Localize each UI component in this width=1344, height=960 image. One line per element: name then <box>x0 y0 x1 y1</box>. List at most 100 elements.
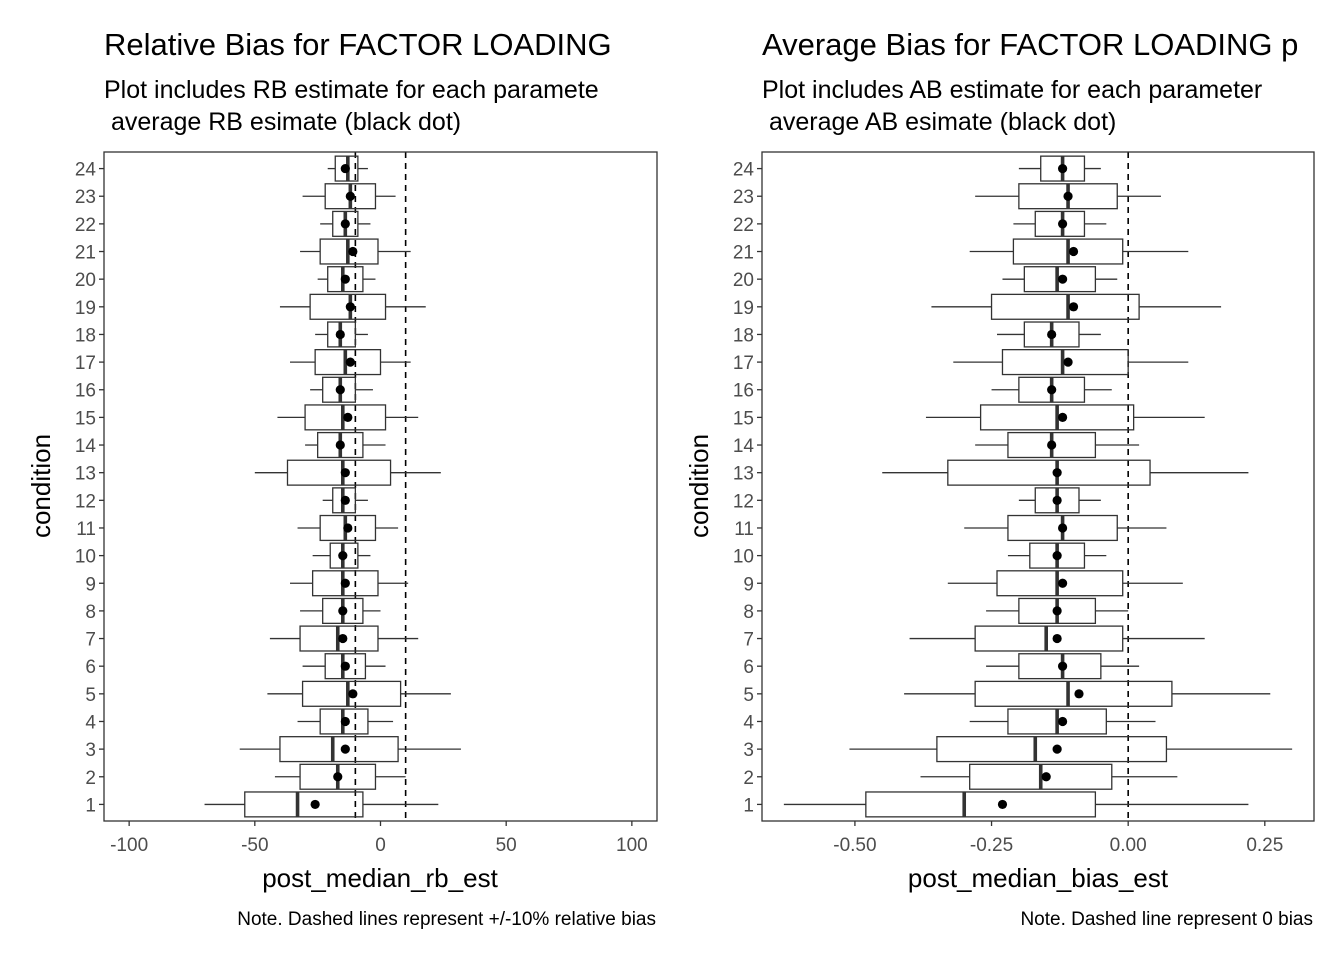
x-tick-label: -0.25 <box>970 835 1013 856</box>
y-axis-label: condition <box>26 434 56 538</box>
y-tick-label: 14 <box>75 436 97 457</box>
boxplot-condition-16 <box>991 376 1112 403</box>
mean-dot <box>340 716 350 727</box>
y-tick-label: 21 <box>75 243 96 264</box>
boxplot-condition-10 <box>1007 542 1107 569</box>
mean-dot <box>345 302 355 312</box>
boxplot-condition-13 <box>254 459 441 486</box>
box <box>865 791 1097 818</box>
box <box>974 625 1124 652</box>
boxplot-condition-9 <box>290 570 409 597</box>
mean-dot <box>340 468 350 478</box>
panel-relative-bias: Relative Bias for FACTOR LOADING Plot in… <box>26 27 658 930</box>
boxplot-condition-2 <box>920 763 1178 790</box>
box <box>1034 210 1086 237</box>
mean-dot <box>343 523 353 533</box>
mean-dot <box>1057 412 1068 422</box>
y-tick-label: 24 <box>75 160 97 181</box>
box <box>324 653 367 680</box>
y-tick-label: 3 <box>85 740 96 761</box>
box <box>990 293 1140 320</box>
y-tick-label: 8 <box>85 602 96 623</box>
y-tick-label: 20 <box>75 270 96 291</box>
y-tick-label: 20 <box>733 270 754 291</box>
mean-dot <box>340 274 350 284</box>
mean-dot <box>1052 606 1062 616</box>
mean-dot <box>1063 357 1073 367</box>
y-tick-label: 13 <box>733 464 754 485</box>
mean-dot <box>1068 246 1079 257</box>
boxplot-condition-19 <box>931 293 1222 320</box>
mean-dot <box>340 495 350 505</box>
y-tick-label: 9 <box>85 574 96 595</box>
boxplot-condition-5 <box>267 680 451 707</box>
y-tick-label: 12 <box>75 491 96 512</box>
mean-dot <box>1068 302 1079 312</box>
mean-dot <box>340 661 350 671</box>
boxplot-condition-6 <box>302 653 386 680</box>
y-tick-label: 1 <box>85 795 96 816</box>
box <box>1023 266 1097 293</box>
y-tick-label: 19 <box>75 298 96 319</box>
mean-dot <box>348 689 358 699</box>
x-tick-label: 0 <box>375 835 386 856</box>
y-tick-label: 16 <box>75 381 96 402</box>
box <box>279 736 399 763</box>
y-tick-label: 2 <box>85 768 96 789</box>
chart-subtitle-line-1: Plot includes AB estimate for each param… <box>762 76 1262 104</box>
boxplot-condition-5 <box>904 680 1271 707</box>
y-tick-label: 4 <box>85 712 96 733</box>
y-tick-label: 22 <box>733 215 754 236</box>
box <box>974 680 1173 707</box>
boxplot-condition-3 <box>239 736 461 763</box>
y-tick-label: 22 <box>75 215 96 236</box>
box <box>996 570 1124 597</box>
mean-dot <box>340 744 350 754</box>
boxplot-condition-6 <box>986 653 1140 680</box>
mean-dot <box>997 799 1008 810</box>
mean-dot <box>340 219 350 229</box>
boxplot-condition-10 <box>312 542 371 569</box>
mean-dot <box>1052 744 1062 754</box>
y-tick-label: 10 <box>75 547 96 568</box>
box <box>304 404 387 431</box>
boxplot-condition-24 <box>327 155 368 182</box>
y-tick-label: 12 <box>733 491 754 512</box>
mean-dot <box>1074 689 1084 699</box>
y-tick-label: 19 <box>733 298 754 319</box>
mean-dot <box>338 633 348 644</box>
y-tick-label: 18 <box>733 325 754 346</box>
boxplot-condition-9 <box>947 570 1183 597</box>
box <box>286 459 392 486</box>
box <box>244 791 364 818</box>
boxplot-condition-14 <box>975 431 1140 459</box>
mean-dot <box>1052 468 1062 478</box>
boxplot-condition-16 <box>310 376 373 403</box>
y-tick-label: 10 <box>733 547 754 568</box>
y-tick-label: 18 <box>75 325 96 346</box>
mean-dot <box>1057 578 1068 588</box>
boxplot-condition-8 <box>986 597 1129 624</box>
boxplot-condition-2 <box>274 763 406 790</box>
x-axis-label: post_median_bias_est <box>908 863 1169 893</box>
x-tick-label: -100 <box>110 835 148 856</box>
plot-frame <box>761 151 1315 822</box>
boxplot-condition-20 <box>1002 266 1118 293</box>
y-tick-label: 17 <box>733 353 754 374</box>
mean-dot <box>1057 163 1068 174</box>
y-tick-label: 11 <box>76 519 96 540</box>
y-tick-label: 16 <box>733 381 754 402</box>
mean-dot <box>335 329 345 340</box>
y-tick-label: 15 <box>75 408 96 429</box>
x-tick-label: 100 <box>616 835 648 856</box>
chart-title: Average Bias for FACTOR LOADING p <box>762 27 1298 62</box>
mean-dot <box>345 191 355 201</box>
y-tick-label: 7 <box>85 630 96 651</box>
y-tick-label: 7 <box>743 630 754 651</box>
boxplot-condition-17 <box>290 349 411 376</box>
mean-dot <box>335 385 345 395</box>
box <box>309 293 387 320</box>
boxplot-condition-18 <box>997 321 1101 348</box>
boxplot-condition-1 <box>783 791 1249 818</box>
box <box>1001 349 1129 376</box>
